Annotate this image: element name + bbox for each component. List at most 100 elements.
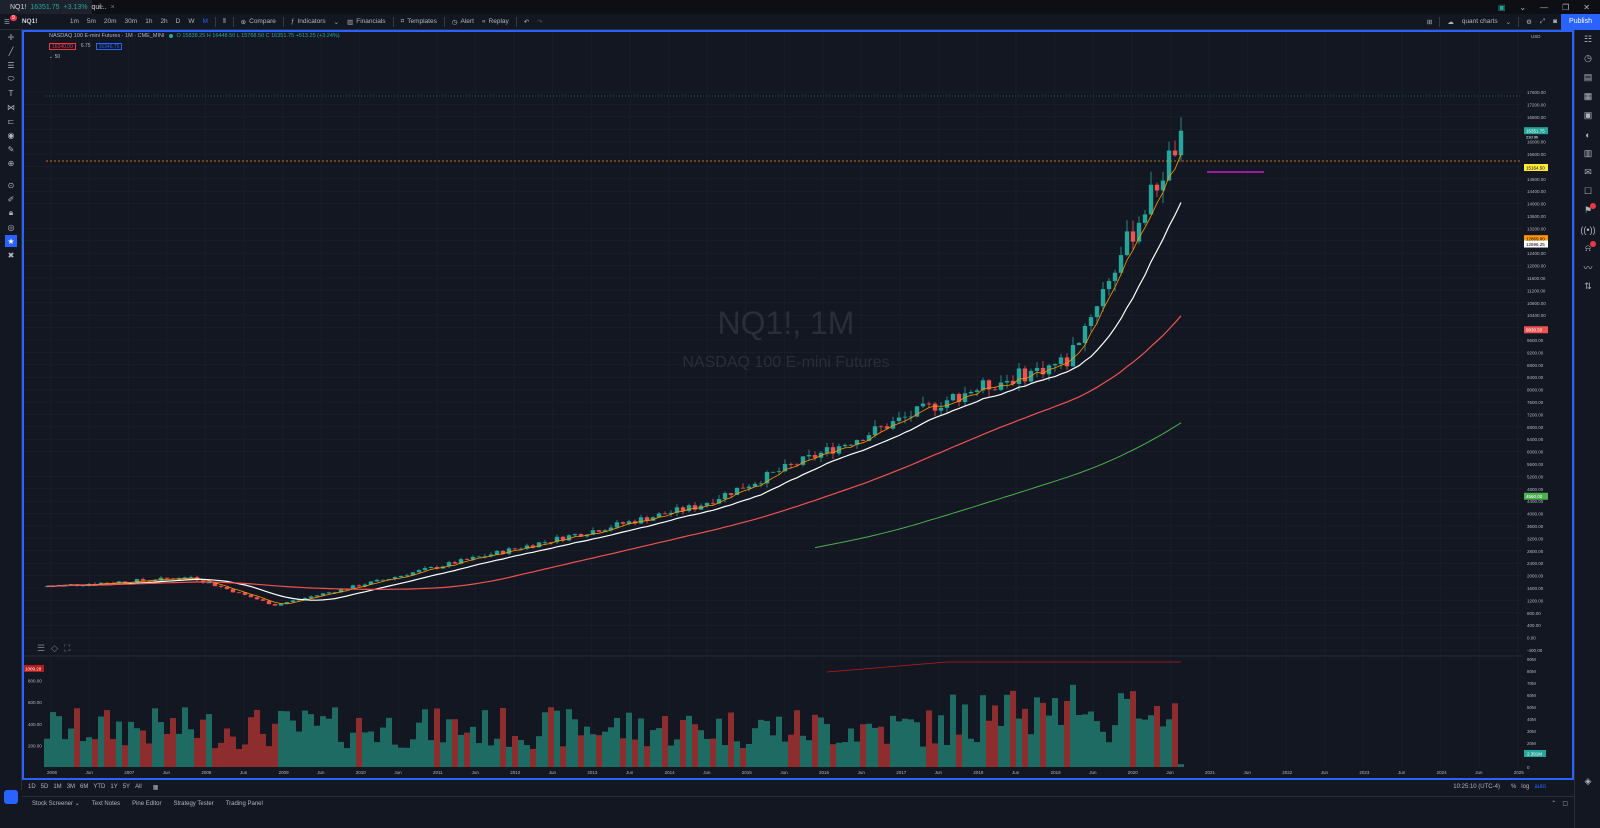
undo-icon[interactable]: ↶ [523, 18, 530, 26]
interval-w[interactable]: W [188, 18, 195, 25]
layout-dropdown-icon[interactable]: ⌄ [1505, 18, 1512, 26]
watchlist-icon[interactable]: ☷ [1583, 34, 1593, 44]
range-all[interactable]: All [135, 784, 142, 790]
goto-date-icon[interactable]: ▦ [152, 784, 159, 791]
crosshair-icon[interactable]: ✛ [7, 32, 15, 42]
favorites-drawing-icon[interactable]: ★ [5, 235, 17, 247]
help-icon[interactable]: ◈ [1584, 776, 1592, 786]
interval-1h[interactable]: 1h [145, 18, 153, 25]
templates-button[interactable]: ⌗ Templates [397, 14, 441, 30]
tab-close-icon[interactable]: × [110, 3, 115, 11]
new-tab-button[interactable]: + [98, 1, 104, 13]
fib-retracement-icon[interactable]: ☰ [7, 60, 15, 70]
interval-m[interactable]: M [202, 18, 208, 25]
fullscreen-icon[interactable]: ⤢ [1539, 17, 1546, 25]
interval-30m[interactable]: 30m [124, 18, 138, 25]
streams-icon[interactable]: ⚑ [1575, 201, 1600, 220]
interval-20m[interactable]: 20m [103, 18, 117, 25]
hide-drawings-eye-icon[interactable]: ◉ [7, 130, 15, 140]
lock-drawings-icon[interactable]: 🔒︎ [8, 208, 14, 217]
tab-text-notes[interactable]: Text Notes [91, 800, 121, 807]
range-5d[interactable]: 5D [40, 784, 49, 790]
news-icon[interactable]: ▥ [1583, 148, 1593, 158]
financials-button[interactable]: ▥ Financials [343, 14, 389, 30]
data-window-icon[interactable]: ▤ [1583, 72, 1593, 82]
replay-button[interactable]: «Replay [478, 14, 513, 30]
window-minimize-icon[interactable]: — [1540, 2, 1549, 12]
window-close-icon[interactable]: ✕ [1583, 2, 1590, 12]
window-menu-icon[interactable]: ⌄ [1519, 2, 1527, 12]
screenshot-camera-icon[interactable]: ◙ [1553, 18, 1558, 25]
tab-pine-editor[interactable]: Pine Editor [132, 800, 162, 807]
alert-button[interactable]: ◷ Alert [448, 14, 478, 30]
range-1d[interactable]: 1D [28, 784, 36, 790]
tab-trading-panel[interactable]: Trading Panel [225, 800, 263, 807]
redo-icon[interactable]: ↷ [537, 18, 543, 26]
range-1m[interactable]: 1M [53, 784, 62, 790]
calendar-icon[interactable]: ▣ [1583, 110, 1593, 120]
percent-toggle[interactable]: % [1510, 784, 1517, 790]
maximize-panel-icon[interactable]: ▢ [1562, 801, 1568, 807]
measure-icon[interactable]: ⊏ [7, 116, 15, 126]
tab-stock-screener[interactable]: Stock Screener ⌄ [28, 800, 84, 807]
text-tool-icon[interactable]: T [8, 88, 14, 98]
range-1y[interactable]: 1Y [110, 784, 118, 790]
range-6m[interactable]: 6M [80, 784, 89, 790]
range-3m[interactable]: 3M [66, 784, 76, 790]
maximize-pane-icon[interactable]: ⛶ [64, 643, 71, 653]
sell-button[interactable]: 16340.00 [49, 43, 76, 50]
trend-icon[interactable]: 〰 [1583, 263, 1593, 273]
interval-d[interactable]: D [175, 18, 181, 25]
prediction-icon[interactable]: ⋈ [7, 102, 15, 112]
chats-icon[interactable]: ☐ [1583, 186, 1593, 196]
indicator-settings-icon[interactable]: ◇ [51, 643, 58, 653]
stay-drawing-icon[interactable]: ✐ [7, 194, 15, 204]
browser-tab[interactable]: NQ1! 16351.75 +3.13% qui... × [0, 0, 115, 14]
publish-button[interactable]: Publish [1561, 13, 1600, 30]
object-tree-icon[interactable]: ☰ [37, 643, 46, 653]
window-app-icon[interactable]: ▣ [1497, 2, 1506, 12]
main-menu-icon[interactable]: ☰ 9 [4, 14, 17, 26]
toolbar-divider [282, 16, 284, 27]
indicators-button[interactable]: ƒ Indicators [287, 14, 330, 30]
pane-buttons: ☰ ◇ ⛶ [37, 643, 70, 654]
alerts-clock-icon[interactable]: ◷ [1584, 53, 1592, 63]
auto-toggle[interactable]: auto [1534, 784, 1546, 790]
interval-2h[interactable]: 2h [160, 18, 168, 25]
pattern-icon[interactable]: ⬭ [7, 74, 15, 83]
log-toggle[interactable]: log [1521, 784, 1530, 790]
notifications-bell-icon[interactable]: ⍾ [1575, 239, 1600, 258]
order-panel-icon[interactable]: ⇅ [1584, 281, 1592, 291]
minds-icon[interactable]: ✉ [1584, 167, 1592, 177]
collapse-panel-icon[interactable]: ⌃ [1551, 801, 1557, 807]
zoom-in-icon[interactable]: ⊕ [7, 158, 15, 168]
visibility-icon[interactable]: ◎ [7, 222, 15, 232]
compare-button[interactable]: ⊕ Compare [237, 14, 280, 30]
range-ytd[interactable]: YTD [93, 784, 106, 790]
tab-strategy-tester[interactable]: Strategy Tester [173, 800, 214, 807]
clock-time[interactable]: 10:25:10 (UTC-4) [1453, 784, 1500, 790]
hotlists-icon[interactable]: ▦ [1583, 91, 1593, 101]
buy-button[interactable]: 16346.75 [95, 43, 123, 50]
legend-symbol-title[interactable]: NASDAQ 100 E-mini Futures · 1M · CME_MIN… [49, 33, 165, 39]
signal-icon[interactable]: ((•)) [1580, 224, 1596, 235]
indicator-legend-toggle[interactable]: ⌄ 50 [49, 54, 60, 60]
window-maximize-icon[interactable]: ❐ [1562, 2, 1570, 12]
trend-line-icon[interactable]: ╱ [8, 46, 14, 56]
brush-icon[interactable]: ✎ [7, 144, 15, 154]
interval-5m[interactable]: 5m [86, 18, 96, 25]
chart-type-candles-icon[interactable]: ⫴ [222, 17, 226, 25]
layout-name-button[interactable]: quant charts [1461, 18, 1498, 25]
layout-select-icon[interactable]: ⊞ [1426, 18, 1433, 26]
window-titlebar: NQ1! 16351.75 +3.13% qui... × + ▣ ⌄ — ❐ … [0, 0, 1600, 14]
ideas-icon[interactable]: ◐ [1585, 129, 1591, 140]
magnet-icon[interactable]: ⊙ [7, 180, 15, 190]
trash-icon[interactable]: ✖ [7, 250, 15, 260]
tab-change: +3.13% [63, 3, 88, 11]
indicators-dropdown-icon[interactable]: ⌄ [333, 18, 340, 26]
symbol-search-button[interactable]: NQ1! [21, 18, 38, 25]
settings-gear-icon[interactable]: ⚙ [1526, 18, 1532, 26]
range-5y[interactable]: 5Y [122, 784, 131, 790]
interval-1m[interactable]: 1m [69, 18, 79, 25]
tradingview-logo-icon[interactable] [4, 790, 18, 804]
